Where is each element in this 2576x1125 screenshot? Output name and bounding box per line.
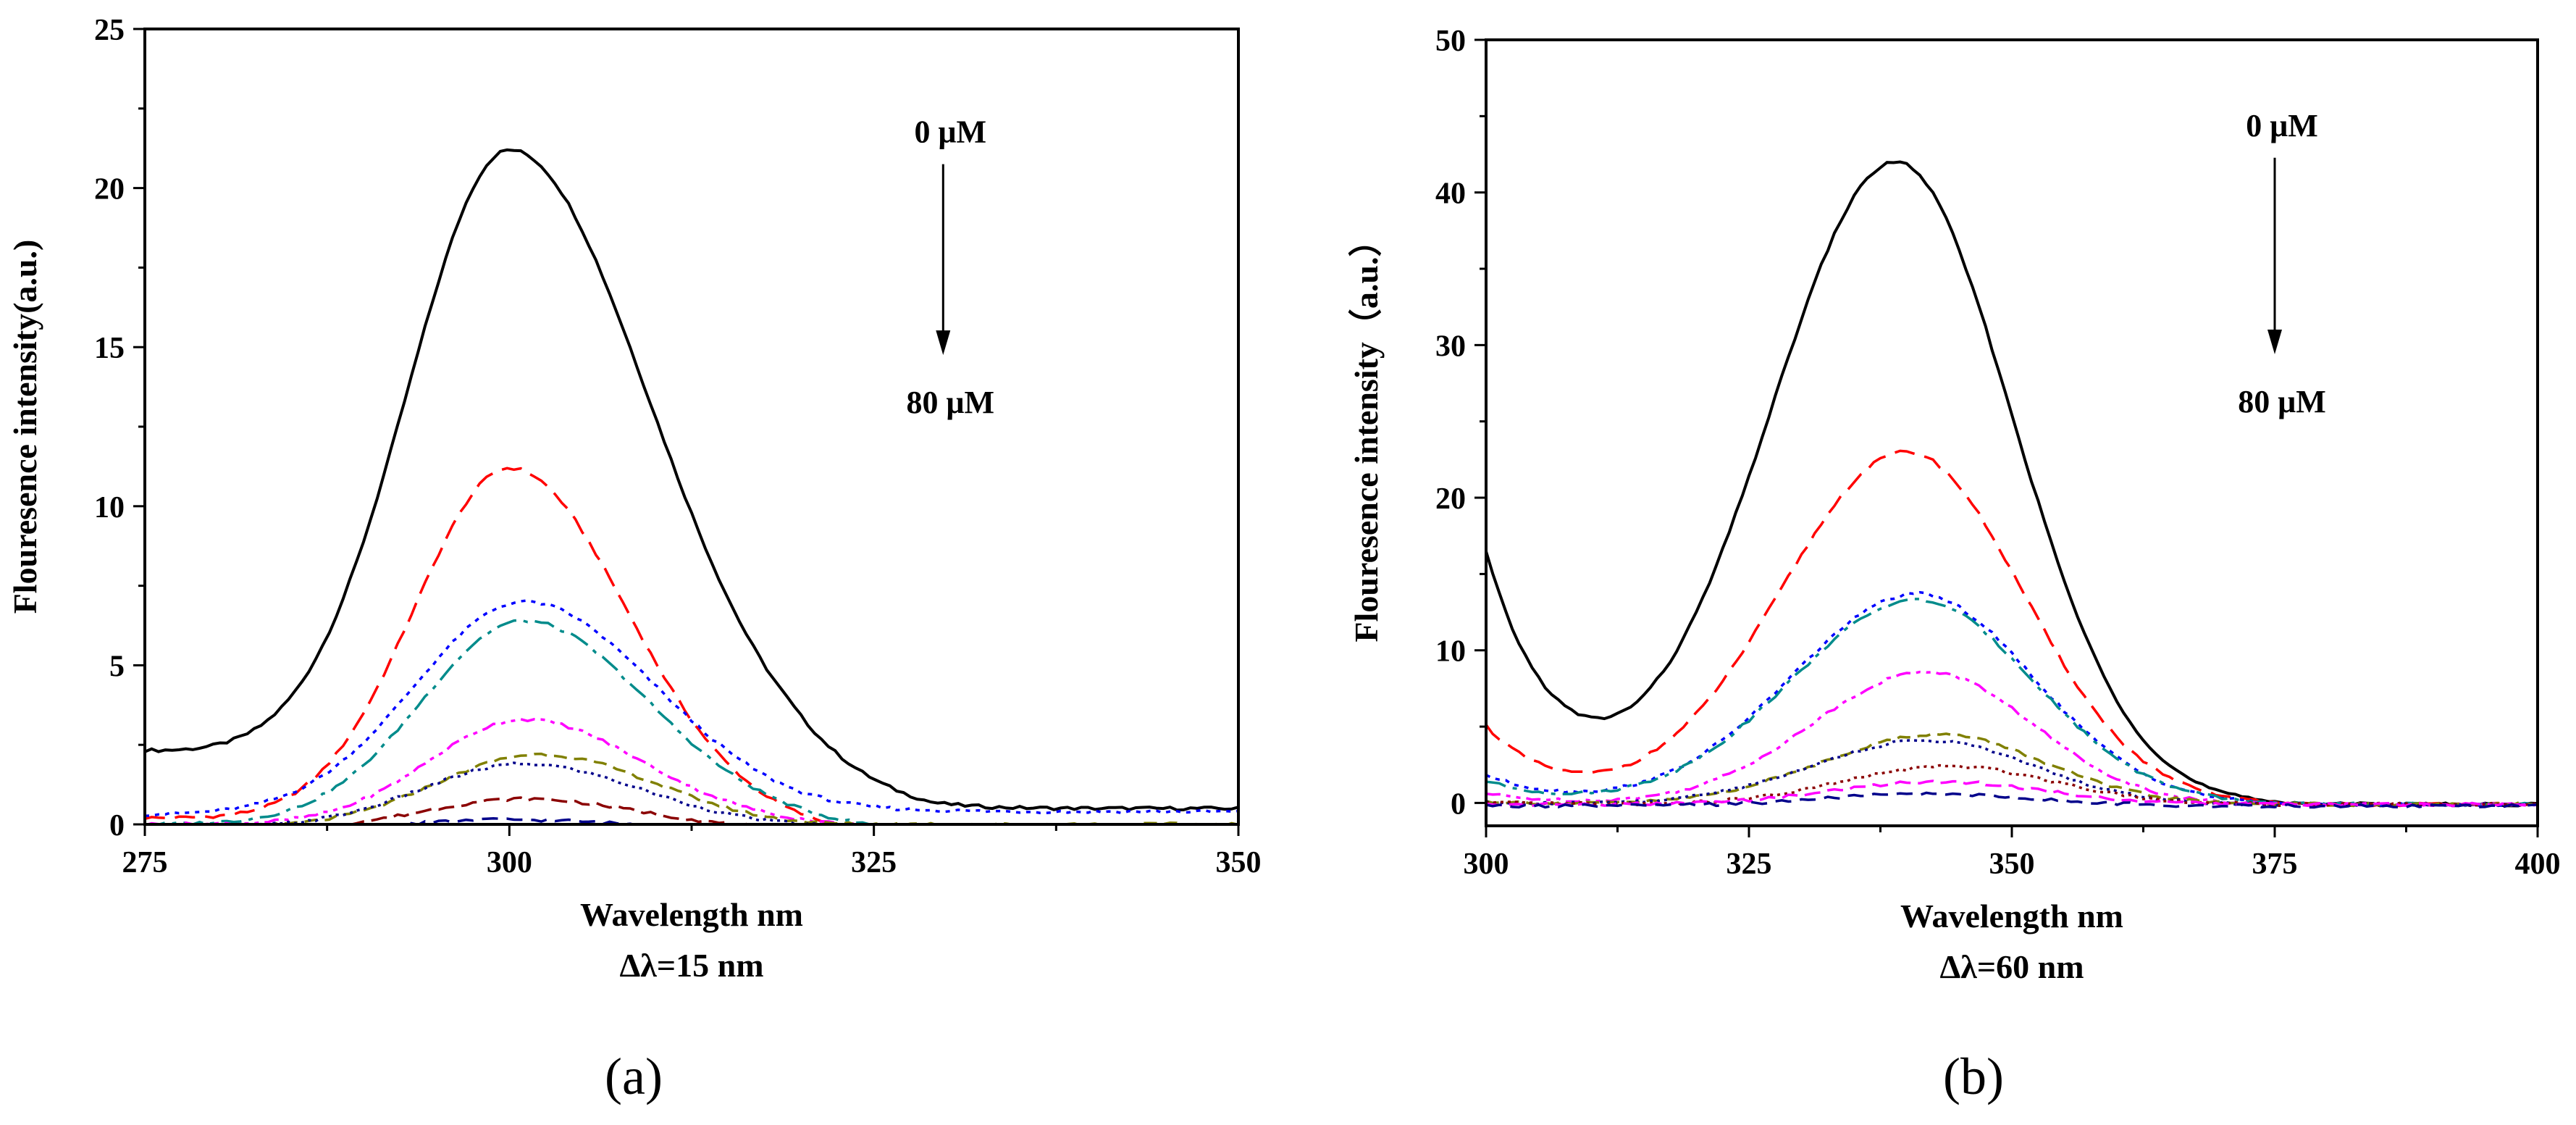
panel-a-y-tick-label: 20 (94, 173, 125, 206)
panel-b-x-tick-label: 400 (2515, 848, 2561, 881)
panel-a-series-1 (145, 467, 849, 824)
panel-a-series-4 (145, 718, 905, 824)
panel-b-label: (b) (1943, 1047, 2004, 1105)
panel-b-series-2 (1486, 590, 2538, 808)
panel-a-series-3 (145, 619, 879, 824)
panel-a-label: (a) (605, 1047, 663, 1105)
panel-b-y-tick-label: 50 (1435, 25, 1466, 58)
panel-a-subtitle: Δλ=15 nm (619, 947, 763, 984)
panel-b-x-tick-label: 325 (1727, 848, 1772, 881)
panel-a-series-7 (319, 796, 768, 824)
panel-a-annotation-start: 0 μM (915, 114, 986, 150)
panel-b-series-9 (1486, 791, 2538, 809)
panel-b-series-0 (1486, 160, 2538, 808)
panel-a-x-tick-label: 350 (1216, 846, 1262, 879)
panel-b-series (1486, 160, 2538, 809)
panel-b-y-tick-label: 10 (1435, 635, 1466, 669)
panel-a: 275 300 325 350 0 5 10 15 20 25 Wavelength nm Δλ=… (7, 14, 1262, 1105)
panel-a-plot-frame (143, 28, 1240, 826)
panel-b-series-3 (1486, 598, 2538, 808)
panel-b-series-4 (1486, 670, 2538, 808)
panel-b-y-tick-label: 20 (1435, 482, 1466, 516)
panel-a-series-2 (145, 599, 1238, 817)
panel-b-subtitle: Δλ=60 nm (1939, 948, 2084, 985)
panel-a-x-axis-title: Wavelength nm (580, 896, 803, 933)
panel-b-ticks: 300 325 350 375 400 0 10 20 30 40 50 (1435, 25, 2561, 881)
panel-a-x-tick-label: 300 (487, 846, 532, 879)
panel-b: 300 325 350 375 400 0 10 20 30 40 50 Wavelength nm… (1348, 25, 2561, 1105)
panel-b-arrow-head (2267, 330, 2282, 354)
panel-b-series-1 (1486, 449, 2538, 808)
panel-a-series-5 (226, 752, 1238, 824)
panel-b-x-tick-label: 350 (1989, 848, 2035, 881)
panel-b-x-tick-label: 300 (1464, 848, 1509, 881)
panel-a-x-tick-label: 275 (122, 846, 168, 879)
panel-a-y-tick-label: 25 (94, 14, 125, 47)
panel-a-y-tick-label: 5 (109, 650, 125, 683)
panel-b-series-5 (1486, 732, 2538, 808)
panel-a-series (145, 148, 1238, 824)
panel-a-y-tick-label: 15 (94, 332, 125, 365)
panel-a-arrow-head (936, 330, 951, 356)
panel-b-y-tick-label: 40 (1435, 177, 1466, 211)
panel-a-ticks: 275 300 325 350 0 5 10 15 20 25 (94, 14, 1262, 879)
panel-b-y-tick-label: 0 (1451, 787, 1466, 821)
panel-b-annotation-end: 80 μM (2238, 384, 2325, 419)
panel-a-y-tick-label: 0 (109, 809, 125, 842)
panel-a-y-tick-label: 10 (94, 491, 125, 524)
panel-b-y-axis-title: Flouresence intensity（a.u.） (1348, 224, 1385, 643)
panel-b-y-tick-label: 30 (1435, 330, 1466, 363)
panel-a-y-axis-title: Flouresence intensity(a.u.) (7, 240, 43, 614)
panel-b-annotation-start: 0 μM (2246, 108, 2317, 143)
panel-a-series-0 (145, 148, 1238, 812)
panel-a-annotation-end: 80 μM (907, 385, 994, 420)
panel-a-x-tick-label: 325 (851, 846, 897, 879)
panel-b-x-axis-title: Wavelength nm (1900, 898, 2123, 934)
panel-b-x-tick-label: 375 (2252, 848, 2298, 881)
